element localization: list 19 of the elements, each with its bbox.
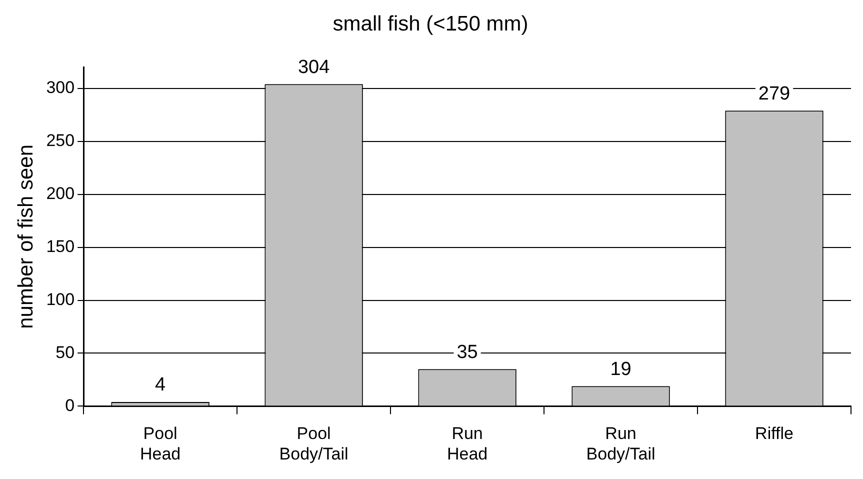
y-tick-label: 250 [46, 131, 75, 150]
y-tick-label: 200 [46, 184, 75, 204]
chart-title: small fish (<150 mm) [332, 12, 528, 36]
y-tick-label: 300 [46, 78, 75, 98]
y-tick-label: 50 [56, 342, 75, 362]
x-tick-label: Pool Head [140, 424, 181, 464]
y-tick-label: 100 [46, 290, 75, 309]
x-tick-label: Riffle [755, 424, 794, 444]
data-label: 19 [610, 358, 632, 380]
data-label: 4 [155, 374, 166, 396]
y-axis-title: number of fish seen [14, 144, 38, 329]
data-label: 35 [456, 342, 478, 363]
x-tick-label: Pool Body/Tail [279, 424, 348, 464]
y-tick-label: 150 [46, 236, 75, 256]
data-label: 279 [758, 83, 790, 104]
data-label: 304 [298, 56, 330, 78]
y-tick-label: 0 [65, 396, 75, 415]
x-tick-label: Run Body/Tail [586, 424, 656, 464]
x-tick-label: Run Head [446, 424, 488, 464]
